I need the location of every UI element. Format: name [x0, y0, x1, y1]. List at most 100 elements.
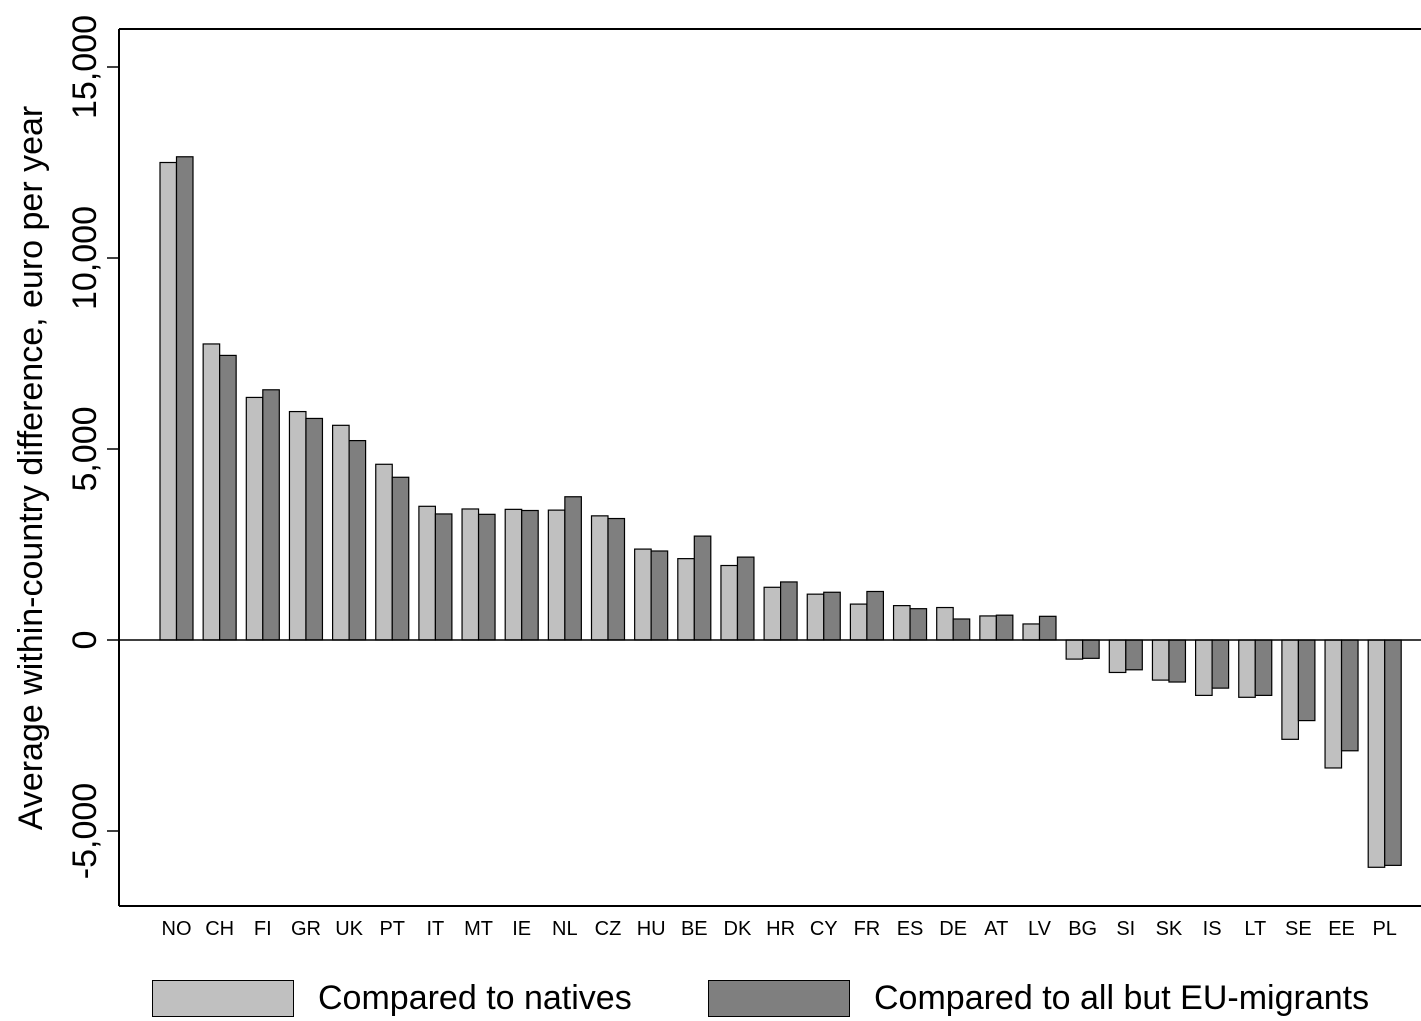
x-tick-label: BG [1068, 918, 1097, 940]
bar-sk-series-1 [1151, 639, 1170, 681]
bar-no-series-1 [159, 161, 178, 641]
x-tick-label: BE [681, 918, 708, 940]
x-tick-label: IT [427, 918, 445, 940]
x-tick-label: PL [1372, 918, 1396, 940]
bar-es-series-1 [892, 605, 911, 641]
bar-uk-series-2 [348, 439, 367, 641]
x-tick-label: EE [1328, 918, 1355, 940]
bar-lt-series-2 [1254, 639, 1273, 696]
y-tick-label: 10,000 [66, 206, 104, 310]
x-tick-label: PT [379, 918, 405, 940]
x-tick-label: AT [984, 918, 1008, 940]
legend: Compared to natives Compared to all but … [0, 975, 1421, 1021]
x-tick-label: UK [335, 918, 363, 940]
bar-si-series-1 [1108, 639, 1127, 674]
bar-dk-series-2 [736, 556, 755, 641]
bar-nl-series-2 [564, 496, 582, 641]
bar-pt-series-2 [391, 476, 410, 641]
bar-at-series-2 [995, 614, 1014, 641]
x-tick-label: CH [205, 918, 234, 940]
bar-be-series-1 [677, 558, 695, 641]
bar-se-series-2 [1297, 639, 1316, 722]
bar-at-series-1 [979, 615, 997, 641]
bar-hr-series-2 [779, 581, 798, 641]
plot-frame [119, 28, 1421, 907]
bar-ch-series-1 [202, 343, 221, 641]
bar-fi-series-2 [262, 389, 280, 641]
x-tick-label: NL [552, 918, 578, 940]
bar-it-series-2 [434, 513, 453, 641]
bar-uk-series-1 [332, 424, 350, 641]
legend-label-eu: Compared to all but EU-migrants [874, 979, 1370, 1017]
bar-nl-series-1 [547, 509, 566, 641]
x-tick-label: LT [1244, 918, 1266, 940]
bar-pl-series-2 [1384, 639, 1402, 866]
bar-ee-series-1 [1324, 639, 1343, 769]
bar-bg-series-2 [1082, 639, 1100, 659]
bar-be-series-2 [693, 535, 712, 641]
bar-hr-series-1 [763, 586, 782, 641]
x-axis: NO CH FI GR UK PT IT MT IE NL CZ HU BE DK HR CY FR ES DE AT… [162, 918, 1397, 940]
bar-fi-series-1 [245, 396, 264, 641]
x-tick-label: LV [1028, 918, 1052, 940]
bar-pl-series-1 [1367, 639, 1386, 868]
x-tick-label: ES [897, 918, 924, 940]
x-tick-label: CZ [595, 918, 622, 940]
bar-gr-series-1 [288, 410, 307, 641]
x-tick-label: HR [766, 918, 795, 940]
bar-cy-series-1 [806, 593, 825, 641]
legend-swatch-eu [708, 980, 850, 1017]
bar-is-series-1 [1194, 639, 1213, 696]
bar-ie-series-2 [521, 509, 539, 641]
x-tick-label: FR [854, 918, 881, 940]
x-tick-label: DE [939, 918, 967, 940]
x-tick-label: SI [1116, 918, 1135, 940]
bar-no-series-2 [175, 156, 194, 641]
bar-gr-series-2 [305, 417, 324, 641]
x-tick-label: MT [464, 918, 493, 940]
x-tick-label: DK [724, 918, 752, 940]
bar-ie-series-1 [504, 508, 523, 641]
y-tick-label: 5,000 [66, 406, 104, 491]
y-axis-label: Average within-country difference, euro … [12, 106, 50, 830]
bar-pt-series-1 [375, 463, 393, 641]
x-tick-label: HU [637, 918, 666, 940]
bar-fr-series-1 [849, 603, 868, 641]
x-tick-label: SK [1156, 918, 1183, 940]
bar-sk-series-2 [1168, 639, 1187, 683]
x-tick-label: SE [1285, 918, 1312, 940]
bar-marks [159, 156, 1402, 868]
bar-de-series-2 [952, 618, 971, 641]
bar-bg-series-1 [1065, 639, 1084, 660]
bar-chart: -5,000 0 5,000 10,000 15,000 NO CH FI GR UK PT IT M… [12, 15, 1421, 940]
bar-it-series-1 [418, 505, 436, 641]
bar-ee-series-2 [1340, 639, 1359, 752]
bar-fr-series-2 [866, 590, 885, 641]
bar-cy-series-2 [823, 591, 841, 641]
bar-cz-series-1 [590, 515, 609, 641]
bar-si-series-2 [1125, 639, 1143, 671]
bar-lt-series-1 [1238, 639, 1256, 698]
bar-mt-series-2 [477, 513, 496, 641]
legend-label-natives: Compared to natives [318, 979, 632, 1017]
x-tick-label: FI [254, 918, 272, 940]
y-tick-label: 0 [66, 631, 104, 650]
x-tick-label: NO [162, 918, 192, 940]
x-tick-label: IE [512, 918, 531, 940]
bar-es-series-2 [909, 608, 928, 641]
bar-hu-series-2 [650, 550, 669, 641]
x-tick-label: IS [1203, 918, 1222, 940]
y-tick-label: 15,000 [66, 15, 104, 119]
bar-ch-series-2 [219, 354, 237, 641]
x-tick-label: GR [291, 918, 321, 940]
bar-dk-series-1 [720, 564, 739, 641]
x-tick-label: CY [810, 918, 838, 940]
bar-hu-series-1 [634, 548, 652, 641]
bar-is-series-2 [1211, 639, 1230, 689]
bar-mt-series-1 [461, 508, 480, 641]
bar-se-series-1 [1281, 639, 1300, 740]
bar-lv-series-1 [1022, 623, 1041, 641]
y-axis: -5,000 0 5,000 10,000 15,000 [66, 15, 120, 906]
y-tick-label: -5,000 [66, 783, 104, 879]
legend-swatch-natives [152, 980, 294, 1017]
